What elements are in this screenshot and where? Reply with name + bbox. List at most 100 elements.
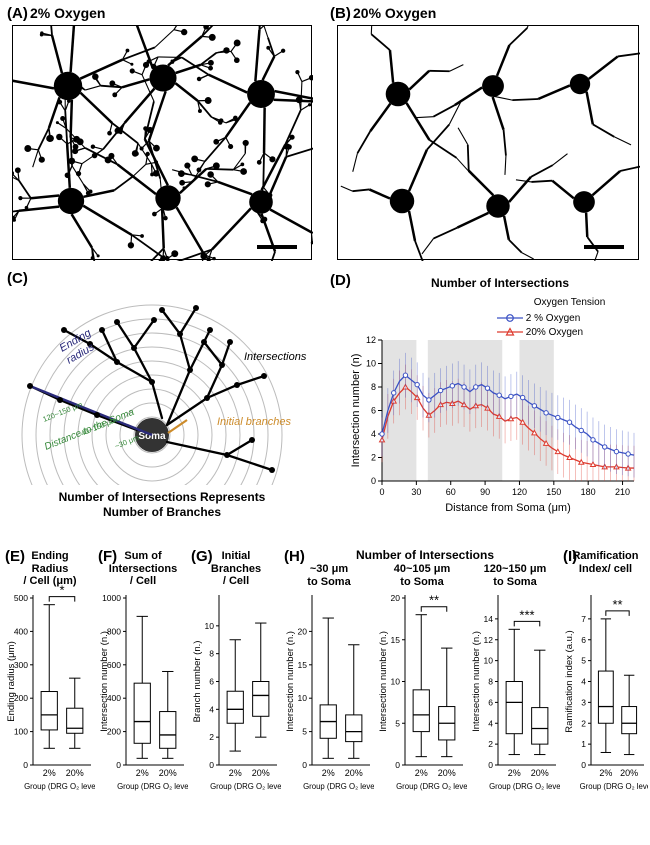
svg-text:4: 4 bbox=[209, 704, 214, 714]
panel-b-frame bbox=[337, 25, 639, 260]
svg-text:0: 0 bbox=[209, 760, 214, 770]
svg-text:14: 14 bbox=[484, 614, 494, 624]
svg-text:90: 90 bbox=[480, 487, 490, 497]
svg-text:Ending radius (μm): Ending radius (μm) bbox=[6, 641, 17, 721]
svg-text:2%: 2% bbox=[508, 768, 521, 778]
scalebar-b bbox=[584, 245, 624, 249]
svg-text:8: 8 bbox=[488, 677, 493, 687]
svg-text:10: 10 bbox=[391, 677, 401, 687]
panel-b-neurons bbox=[338, 26, 640, 261]
panel-d-title: Number of Intersections bbox=[370, 276, 630, 290]
legend-title: Oxygen Tension bbox=[497, 296, 642, 310]
svg-text:3: 3 bbox=[581, 697, 586, 707]
svg-text:20%: 20% bbox=[159, 768, 177, 778]
svg-text:20%: 20% bbox=[66, 768, 84, 778]
panel-g: (G)InitialBranches/ Cell0246810Branch nu… bbox=[191, 548, 281, 798]
svg-text:~30 μm: ~30 μm bbox=[113, 433, 140, 451]
legend-label-1: 2 % Oxygen bbox=[526, 313, 580, 324]
svg-text:8: 8 bbox=[209, 649, 214, 659]
svg-text:Distance from Soma (μm): Distance from Soma (μm) bbox=[445, 502, 571, 514]
panel-c-caption: Number of Intersections RepresentsNumber… bbox=[12, 490, 312, 520]
svg-text:**: ** bbox=[429, 593, 439, 608]
svg-text:30: 30 bbox=[411, 487, 421, 497]
panel-a-label: (A) bbox=[7, 5, 28, 22]
svg-text:15: 15 bbox=[298, 660, 308, 670]
svg-text:0: 0 bbox=[395, 760, 400, 770]
panel-b-title: 20% Oxygen bbox=[353, 5, 436, 21]
panel-d-label: (D) bbox=[330, 272, 351, 289]
svg-text:10: 10 bbox=[484, 656, 494, 666]
svg-text:5: 5 bbox=[581, 656, 586, 666]
svg-text:4: 4 bbox=[488, 718, 493, 728]
svg-text:4: 4 bbox=[581, 677, 586, 687]
svg-text:180: 180 bbox=[581, 487, 596, 497]
svg-text:40~150 μm: 40~150 μm bbox=[79, 415, 118, 438]
svg-text:20: 20 bbox=[391, 593, 401, 603]
svg-text:20%: 20% bbox=[438, 768, 456, 778]
svg-text:0: 0 bbox=[581, 760, 586, 770]
panel-a-title: 2% Oxygen bbox=[30, 5, 105, 21]
svg-text:2%: 2% bbox=[415, 768, 428, 778]
panel-a-frame bbox=[12, 25, 312, 260]
svg-text:Branch number (n.): Branch number (n.) bbox=[192, 641, 203, 723]
svg-text:10: 10 bbox=[366, 359, 376, 369]
svg-text:Intersection number (n.): Intersection number (n.) bbox=[471, 631, 482, 732]
panel-c-frame: Soma bbox=[12, 290, 312, 485]
svg-text:Ramification index (a.u.): Ramification index (a.u.) bbox=[564, 630, 575, 732]
svg-text:60: 60 bbox=[446, 487, 456, 497]
svg-text:15: 15 bbox=[391, 635, 401, 645]
svg-text:Group (DRG O₂ level): Group (DRG O₂ level) bbox=[396, 782, 467, 791]
svg-text:0: 0 bbox=[23, 760, 28, 770]
panel-h-label: (H) bbox=[284, 548, 305, 565]
svg-text:20%: 20% bbox=[531, 768, 549, 778]
svg-text:Intersection number (n.): Intersection number (n.) bbox=[378, 631, 389, 732]
svg-text:2%: 2% bbox=[229, 768, 242, 778]
svg-text:4: 4 bbox=[371, 429, 376, 439]
svg-text:5: 5 bbox=[302, 727, 307, 737]
svg-text:0: 0 bbox=[116, 760, 121, 770]
svg-text:400: 400 bbox=[14, 626, 28, 636]
svg-text:2%: 2% bbox=[136, 768, 149, 778]
svg-text:Group (DRG O₂ level): Group (DRG O₂ level) bbox=[303, 782, 374, 791]
svg-text:20%: 20% bbox=[252, 768, 270, 778]
svg-text:6: 6 bbox=[371, 406, 376, 416]
svg-text:Group (DRG O₂ level): Group (DRG O₂ level) bbox=[210, 782, 281, 791]
svg-text:***: *** bbox=[519, 607, 534, 622]
panel-i: (I)RamificationIndex/ cell01234567Ramifi… bbox=[563, 548, 648, 798]
svg-text:Initial branches: Initial branches bbox=[217, 416, 291, 428]
sholl-diagram: Soma bbox=[12, 290, 312, 485]
svg-text:12: 12 bbox=[484, 635, 494, 645]
svg-text:Intersections: Intersections bbox=[244, 351, 307, 363]
svg-text:2%: 2% bbox=[599, 768, 612, 778]
panel-b-label: (B) bbox=[330, 5, 351, 22]
svg-text:10: 10 bbox=[298, 693, 308, 703]
svg-text:0: 0 bbox=[379, 487, 384, 497]
svg-text:Soma: Soma bbox=[138, 431, 166, 442]
panel-h-title: Number of Intersections bbox=[310, 548, 540, 562]
svg-text:120: 120 bbox=[512, 487, 527, 497]
svg-text:2: 2 bbox=[371, 453, 376, 463]
svg-text:6: 6 bbox=[209, 677, 214, 687]
svg-text:120~150 μm: 120~150 μm bbox=[41, 400, 83, 424]
svg-text:0: 0 bbox=[488, 760, 493, 770]
svg-text:20%: 20% bbox=[620, 768, 638, 778]
svg-text:0: 0 bbox=[302, 760, 307, 770]
svg-text:1: 1 bbox=[581, 739, 586, 749]
svg-text:10: 10 bbox=[205, 621, 215, 631]
svg-text:8: 8 bbox=[371, 382, 376, 392]
svg-text:6: 6 bbox=[581, 635, 586, 645]
svg-text:2: 2 bbox=[209, 732, 214, 742]
svg-text:0: 0 bbox=[371, 476, 376, 486]
panel-h3: 120~150 μmto Soma02468101214Intersection… bbox=[470, 548, 560, 798]
svg-text:2%: 2% bbox=[322, 768, 335, 778]
svg-text:Intersection number (n.): Intersection number (n.) bbox=[99, 631, 110, 732]
svg-text:**: ** bbox=[612, 597, 622, 612]
svg-text:500: 500 bbox=[14, 593, 28, 603]
svg-text:12: 12 bbox=[366, 335, 376, 345]
svg-text:Group (DRG O₂ level): Group (DRG O₂ level) bbox=[489, 782, 560, 791]
panel-d-legend: Oxygen Tension 2 % Oxygen 20% Oxygen bbox=[497, 296, 642, 340]
panel-a-neurons bbox=[13, 26, 313, 261]
panel-f: (F)Sum ofIntersections/ Cell020040060080… bbox=[98, 548, 188, 798]
svg-text:20: 20 bbox=[298, 626, 308, 636]
svg-text:2: 2 bbox=[581, 718, 586, 728]
